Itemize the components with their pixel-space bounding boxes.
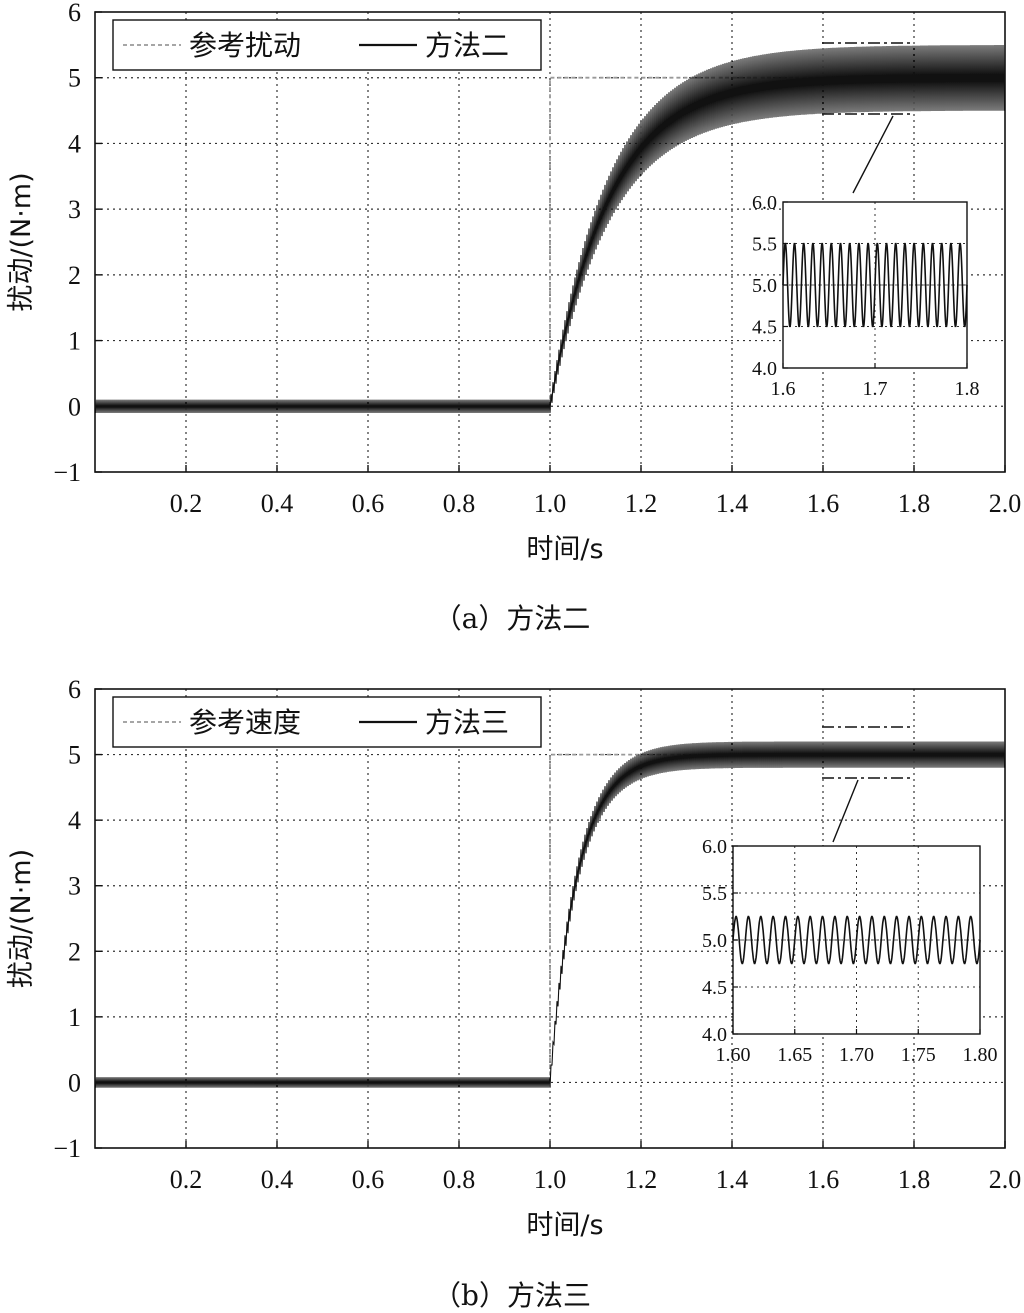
legend: 参考速度 方法三 xyxy=(112,696,542,748)
y-tick-label: 0 xyxy=(68,392,81,421)
inset-y-tick-label: 5.5 xyxy=(752,234,777,256)
x-axis-label: 时间/s xyxy=(526,1210,603,1241)
y-tick-label: 1 xyxy=(68,327,81,356)
y-tick-label: 2 xyxy=(68,261,81,290)
inset-x-tick-label: 1.75 xyxy=(901,1044,936,1066)
x-tick-label: 0.4 xyxy=(261,1165,294,1194)
y-axis-label: 扰动/(N·m) xyxy=(6,172,37,311)
inset-y-tick-label: 4.0 xyxy=(702,1024,727,1046)
x-tick-label: 0.8 xyxy=(443,1165,476,1194)
inset-y-tick-label: 5.0 xyxy=(702,930,727,952)
inset-x-tick-label: 1.7 xyxy=(863,378,888,400)
y-tick-label: 3 xyxy=(68,195,81,224)
y-axis-label: 扰动/(N·m) xyxy=(6,849,37,988)
legend-label-reference: 参考速度 xyxy=(189,706,301,739)
figure-caption: （b）方法三 xyxy=(433,1279,591,1312)
inset-x-tick-label: 1.70 xyxy=(839,1044,874,1066)
legend-box xyxy=(112,696,542,748)
x-tick-label: 0.2 xyxy=(170,489,203,518)
x-tick-label: 0.8 xyxy=(443,489,476,518)
inset-y-tick-label: 4.0 xyxy=(752,358,777,380)
chart-panel-a: −1 0 1 2 3 4 5 6 0.2 0.4 0.6 0.8 1.0 1.2 1.4 1.6 1.8 2.0 时… xyxy=(6,0,1021,635)
inset-x-tick-label: 1.65 xyxy=(777,1044,812,1066)
y-tick-label: −1 xyxy=(53,458,81,487)
inset-method-line xyxy=(732,915,981,965)
x-tick-label: 0.6 xyxy=(352,1165,385,1194)
y-tick-label: 5 xyxy=(68,64,81,93)
x-tick-label: 2.0 xyxy=(989,1165,1022,1194)
x-tick-label: 2.0 xyxy=(989,489,1022,518)
inset-x-tick-label: 1.8 xyxy=(955,378,980,400)
y-tick-label: 6 xyxy=(68,0,81,27)
chart-panel-b: −1 0 1 2 3 4 5 6 0.2 0.4 0.6 0.8 1.0 1.2 1.4 1.6 1.8 2.0 时… xyxy=(6,675,1021,1312)
y-tick-label: 4 xyxy=(68,129,81,158)
method-series-line xyxy=(94,44,1006,413)
legend-label-method: 方法二 xyxy=(425,29,509,62)
y-tick-label: 3 xyxy=(68,872,81,901)
inset-y-tick-label: 5.0 xyxy=(752,275,777,297)
y-tick-label: −1 xyxy=(53,1134,81,1163)
x-tick-label: 1.4 xyxy=(716,489,749,518)
y-tick-label: 2 xyxy=(68,937,81,966)
inset-x-tick-label: 1.6 xyxy=(771,378,796,400)
x-axis-label: 时间/s xyxy=(526,534,603,565)
y-tick-label: 5 xyxy=(68,741,81,770)
legend-label-method: 方法三 xyxy=(425,706,509,739)
y-tick-label: 0 xyxy=(68,1068,81,1097)
x-tick-label: 0.6 xyxy=(352,489,385,518)
x-tick-label: 1.8 xyxy=(898,489,931,518)
x-tick-label: 1.2 xyxy=(625,489,658,518)
inset-chart: 4.0 4.5 5.0 5.5 6.0 1.6 1.7 1.8 xyxy=(752,192,980,400)
x-tick-label: 1.8 xyxy=(898,1165,931,1194)
inset-x-tick-label: 1.60 xyxy=(716,1044,751,1066)
inset-y-tick-label: 6.0 xyxy=(702,836,727,858)
x-tick-label: 1.6 xyxy=(807,489,840,518)
zoom-leader-line xyxy=(832,779,859,843)
inset-chart: 4.0 4.5 5.0 5.5 6.0 1.60 1.65 1.70 1.75 1.80 xyxy=(702,836,998,1066)
x-tick-label: 1.2 xyxy=(625,1165,658,1194)
x-tick-label: 1.4 xyxy=(716,1165,749,1194)
x-tick-label: 1.0 xyxy=(534,1165,567,1194)
inset-x-tick-label: 1.80 xyxy=(963,1044,998,1066)
inset-y-tick-label: 4.5 xyxy=(752,317,777,339)
x-tick-label: 1.6 xyxy=(807,1165,840,1194)
inset-y-tick-label: 5.5 xyxy=(702,883,727,905)
legend: 参考扰动 方法二 xyxy=(112,19,542,71)
x-tick-label: 0.2 xyxy=(170,1165,203,1194)
method-series-line xyxy=(94,741,1006,1088)
inset-y-tick-label: 4.5 xyxy=(702,977,727,999)
x-tick-label: 0.4 xyxy=(261,489,294,518)
legend-box xyxy=(112,19,542,71)
legend-label-reference: 参考扰动 xyxy=(189,29,301,62)
x-tick-label: 1.0 xyxy=(534,489,567,518)
inset-method-line xyxy=(782,242,968,328)
y-tick-label: 4 xyxy=(68,806,81,835)
y-tick-label: 6 xyxy=(68,675,81,704)
figure-caption: （a）方法二 xyxy=(434,602,591,635)
y-tick-label: 1 xyxy=(68,1003,81,1032)
inset-y-tick-label: 6.0 xyxy=(752,192,777,214)
zoom-leader-line xyxy=(852,115,894,194)
